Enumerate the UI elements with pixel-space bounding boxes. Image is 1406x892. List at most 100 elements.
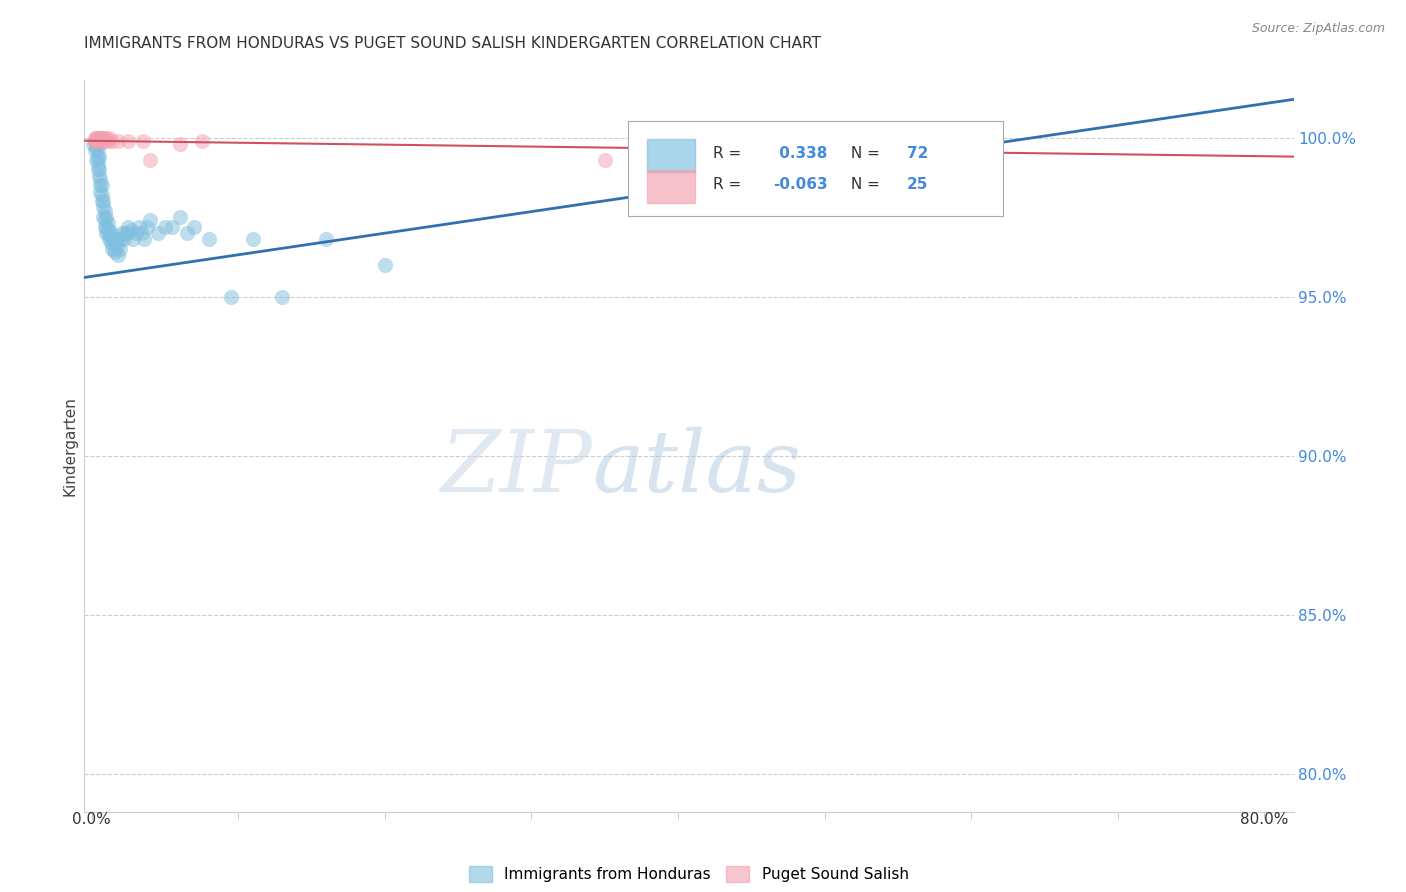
Point: [96, 130, 118, 145]
Point: [87, 169, 110, 183]
Point: [84, 134, 107, 148]
Point: [93, 210, 115, 224]
Text: 72: 72: [907, 146, 928, 161]
Point: [93, 130, 115, 145]
Text: R =: R =: [713, 146, 747, 161]
Text: 80.0%: 80.0%: [1240, 812, 1288, 827]
Text: N =: N =: [846, 146, 884, 161]
Text: 0.0%: 0.0%: [72, 812, 111, 827]
Point: [97, 216, 120, 230]
Point: [86, 130, 108, 145]
Point: [146, 226, 169, 240]
Text: 0.338: 0.338: [773, 146, 827, 161]
Text: 25: 25: [907, 178, 928, 193]
Point: [83, 143, 105, 157]
Point: [124, 226, 146, 240]
Point: [107, 248, 129, 262]
Text: -0.063: -0.063: [773, 178, 828, 193]
Point: [100, 226, 122, 240]
Point: [114, 226, 136, 240]
Point: [91, 194, 114, 208]
Point: [169, 210, 191, 224]
Point: [83, 130, 105, 145]
Point: [242, 232, 264, 246]
Point: [89, 172, 111, 186]
Point: [91, 187, 114, 202]
Point: [98, 232, 121, 246]
Point: [134, 232, 156, 246]
Point: [100, 235, 122, 250]
FancyBboxPatch shape: [628, 120, 1004, 216]
Point: [104, 235, 127, 250]
Point: [87, 130, 110, 145]
Bar: [647, 139, 695, 171]
Point: [111, 226, 134, 240]
Point: [110, 232, 132, 246]
Point: [108, 242, 131, 256]
Point: [89, 185, 111, 199]
Point: [84, 153, 107, 167]
Point: [139, 153, 162, 167]
Point: [120, 223, 142, 237]
Point: [104, 245, 127, 260]
Point: [82, 136, 104, 151]
Point: [131, 226, 153, 240]
Point: [86, 143, 108, 157]
Point: [98, 223, 121, 237]
Point: [128, 219, 150, 234]
Point: [121, 232, 143, 246]
Text: ZIP: ZIP: [440, 426, 592, 509]
Point: [98, 130, 121, 145]
Point: [97, 226, 120, 240]
Point: [83, 134, 105, 148]
Point: [132, 134, 155, 148]
Point: [101, 134, 124, 148]
Bar: [647, 170, 695, 203]
Point: [153, 219, 176, 234]
Point: [117, 219, 139, 234]
Text: R =: R =: [713, 178, 747, 193]
Text: N =: N =: [846, 178, 884, 193]
Point: [136, 219, 159, 234]
Point: [94, 134, 117, 148]
Point: [87, 162, 110, 177]
Point: [103, 232, 125, 246]
Point: [94, 213, 117, 227]
Text: atlas: atlas: [592, 426, 801, 509]
Point: [271, 289, 294, 303]
Point: [86, 162, 108, 177]
Point: [96, 226, 118, 240]
Point: [87, 136, 110, 151]
Point: [315, 232, 337, 246]
Point: [176, 226, 198, 240]
Point: [101, 232, 124, 246]
Point: [84, 130, 107, 145]
Point: [901, 178, 924, 193]
Point: [86, 156, 108, 170]
Point: [86, 150, 108, 164]
Point: [89, 130, 111, 145]
Point: [117, 134, 139, 148]
Legend: Immigrants from Honduras, Puget Sound Salish: Immigrants from Honduras, Puget Sound Sa…: [463, 860, 915, 888]
Point: [91, 178, 114, 193]
Point: [94, 219, 117, 234]
Point: [84, 140, 107, 154]
Point: [93, 194, 115, 208]
Point: [183, 219, 205, 234]
Point: [105, 238, 128, 252]
Point: [86, 134, 108, 148]
Point: [169, 136, 191, 151]
Point: [107, 134, 129, 148]
Point: [107, 232, 129, 246]
Point: [593, 153, 616, 167]
Text: Source: ZipAtlas.com: Source: ZipAtlas.com: [1251, 22, 1385, 36]
Point: [91, 130, 114, 145]
Point: [198, 232, 221, 246]
Point: [94, 203, 117, 218]
Point: [103, 242, 125, 256]
Point: [87, 150, 110, 164]
Point: [84, 134, 107, 148]
Point: [93, 201, 115, 215]
Point: [162, 219, 184, 234]
Point: [91, 134, 114, 148]
